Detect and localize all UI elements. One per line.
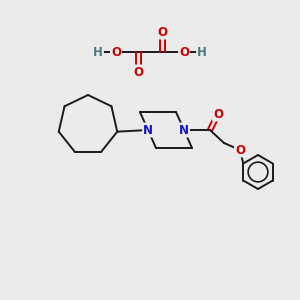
- Text: O: O: [235, 143, 245, 157]
- Text: O: O: [133, 65, 143, 79]
- Text: O: O: [111, 46, 121, 59]
- Text: N: N: [143, 124, 153, 136]
- Text: N: N: [179, 124, 189, 136]
- Text: O: O: [157, 26, 167, 38]
- Text: H: H: [197, 46, 207, 59]
- Text: O: O: [179, 46, 189, 59]
- Text: H: H: [93, 46, 103, 59]
- Text: O: O: [213, 107, 223, 121]
